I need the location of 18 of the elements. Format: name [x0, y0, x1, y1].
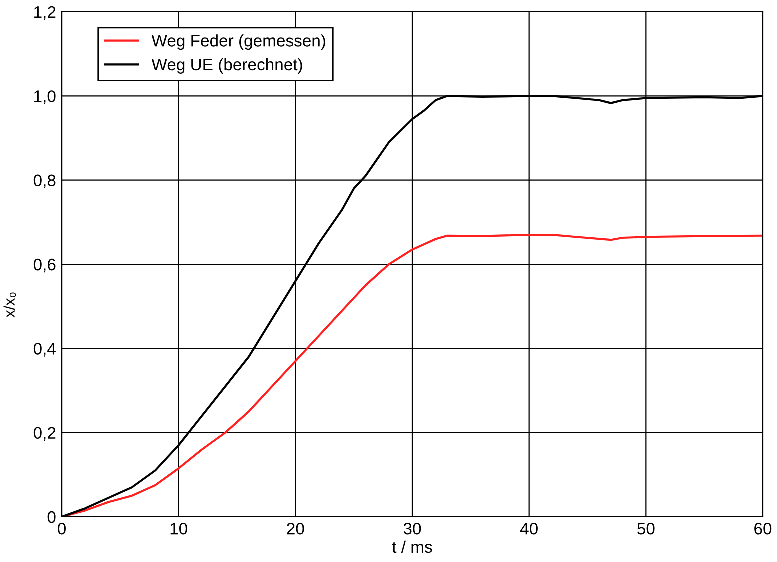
x-tick-label: 10: [170, 522, 188, 535]
y-tick-label: 0,4: [34, 343, 56, 357]
legend-label: Weg UE (berechnet): [152, 58, 302, 74]
x-tick-label: 40: [520, 522, 538, 535]
x-tick-label: 20: [287, 522, 304, 535]
y-tick-label: 1,2: [34, 6, 56, 20]
y-tick-label: 0,6: [34, 258, 56, 273]
y-tick-label: 1,0: [34, 90, 56, 104]
y-axis-title: x/x₀: [4, 292, 16, 318]
x-tick-label: 30: [404, 522, 422, 535]
x-tick-label: 60: [754, 522, 772, 535]
legend-label: Weg Feder (gemessen): [152, 34, 326, 50]
y-tick-label: 0,8: [34, 174, 56, 189]
y-tick-label: 0,2: [34, 427, 56, 442]
y-tick-label: 0: [48, 511, 56, 524]
x-tick-label: 50: [638, 522, 655, 535]
x-tick-label: 0: [58, 522, 66, 535]
x-axis-title: t / ms: [392, 540, 432, 554]
